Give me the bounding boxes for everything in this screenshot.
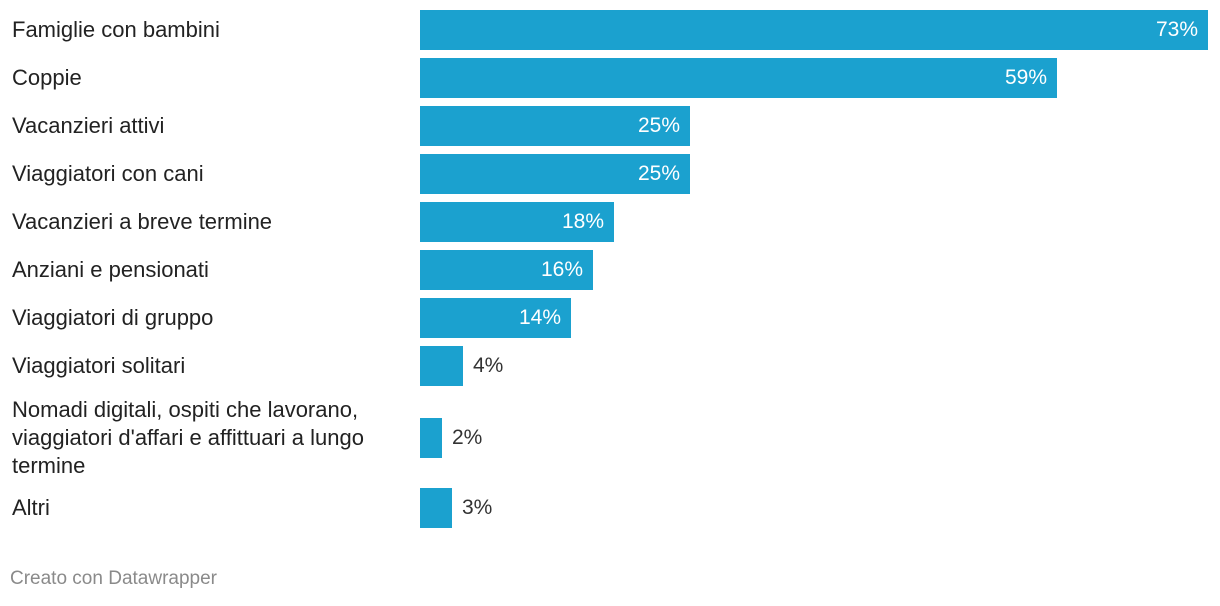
category-label: Altri (12, 495, 50, 520)
bar-row: Viaggiatori di gruppo 14% (0, 298, 1220, 338)
bar-row: Nomadi digitali, ospiti che lavorano, vi… (0, 397, 1220, 478)
bar-row: Viaggiatori solitari 4% (0, 346, 1220, 386)
bar-row: Altri 3% (0, 488, 1220, 528)
bar-chart: Famiglie con bambini 73% Coppie 59% Vacanzie… (0, 10, 1220, 528)
category-label: Vacanzieri attivi (12, 113, 165, 138)
bar-row: Viaggiatori con cani 25% (0, 154, 1220, 194)
bar-row: Anziani e pensionati 16% (0, 250, 1220, 290)
bar (420, 10, 1208, 50)
value-label: 14% (518, 306, 561, 329)
category-label: Vacanzieri a breve termine (12, 209, 273, 234)
category-label: Anziani e pensionati (12, 257, 209, 282)
bar (420, 488, 452, 528)
value-label: 73% (1155, 18, 1198, 41)
category-label: Coppie (12, 65, 82, 90)
value-label: 25% (637, 114, 680, 137)
bar (420, 418, 442, 458)
category-label: Viaggiatori con cani (12, 161, 204, 186)
bar-row: Vacanzieri a breve termine 18% (0, 202, 1220, 242)
bar (420, 298, 571, 338)
bar (420, 250, 593, 290)
value-label: 59% (1004, 66, 1047, 89)
value-label: 4% (473, 354, 504, 377)
bar-row: Vacanzieri attivi 25% (0, 106, 1220, 146)
value-label: 25% (637, 162, 680, 185)
credit-footer: Creato con Datawrapper (10, 568, 217, 589)
bar (420, 106, 690, 146)
value-label: 18% (561, 210, 604, 233)
value-label: 2% (452, 426, 483, 449)
value-label: 3% (462, 496, 493, 519)
bar-row: Coppie 59% (0, 58, 1220, 98)
bar (420, 58, 1057, 98)
bar (420, 202, 614, 242)
category-label: Famiglie con bambini (12, 17, 220, 42)
bar-row: Famiglie con bambini 73% (0, 10, 1220, 50)
bar (420, 346, 463, 386)
category-label: Nomadi digitali, ospiti che lavorano, vi… (12, 397, 364, 478)
category-label: Viaggiatori di gruppo (12, 305, 214, 330)
category-label: Viaggiatori solitari (12, 353, 186, 378)
bar (420, 154, 690, 194)
value-label: 16% (540, 258, 583, 281)
